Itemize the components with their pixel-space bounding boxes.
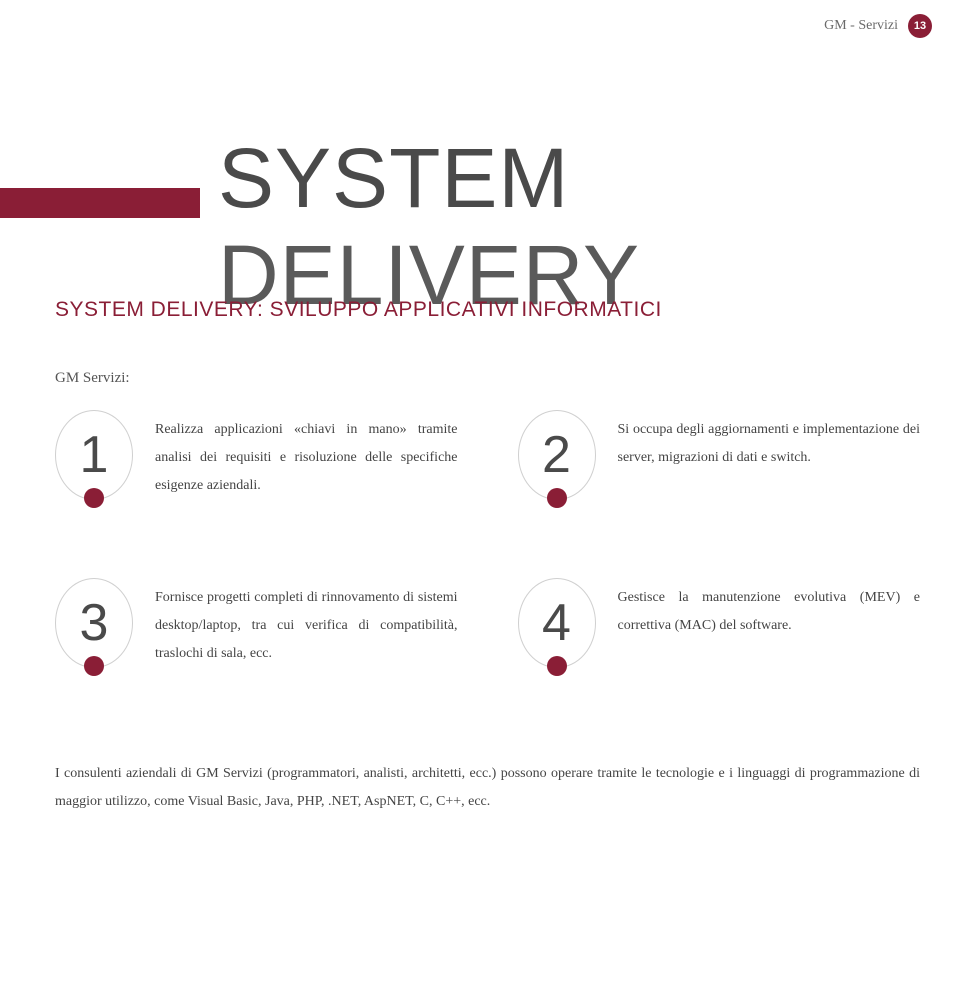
number-badge: 2 [518, 410, 596, 500]
page-header: GM - Servizi 13 [824, 14, 932, 38]
number-badge-wrap: 2 [518, 410, 596, 508]
title-part-1: SYSTEM [218, 131, 569, 225]
accent-dot-icon [547, 488, 567, 508]
number-badge-wrap: 4 [518, 578, 596, 676]
number-badge: 4 [518, 578, 596, 668]
feature-item-1: 1 Realizza applicazioni «chiavi in mano»… [55, 410, 458, 508]
feature-item-4: 4 Gestisce la manutenzione evolutiva (ME… [518, 578, 921, 676]
header-label: GM - Servizi [824, 18, 898, 34]
accent-dot-icon [84, 656, 104, 676]
feature-grid: 1 Realizza applicazioni «chiavi in mano»… [55, 410, 920, 676]
page-number-badge: 13 [908, 14, 932, 38]
intro-label: GM Servizi: [55, 370, 130, 387]
number-badge: 3 [55, 578, 133, 668]
feature-text: Gestisce la manutenzione evolutiva (MEV)… [618, 578, 921, 640]
feature-text: Fornisce progetti completi di rinnovamen… [155, 578, 458, 668]
subtitle: SYSTEM DELIVERY: SVILUPPO APPLICATIVI IN… [55, 298, 662, 322]
number-badge: 1 [55, 410, 133, 500]
page-title: SYSTEM DELIVERY [218, 130, 960, 324]
number-badge-wrap: 3 [55, 578, 133, 676]
feature-item-2: 2 Si occupa degli aggiornamenti e implem… [518, 410, 921, 508]
feature-text: Si occupa degli aggiornamenti e implemen… [618, 410, 921, 472]
feature-text: Realizza applicazioni «chiavi in mano» t… [155, 410, 458, 500]
accent-dot-icon [547, 656, 567, 676]
footer-paragraph: I consulenti aziendali di GM Servizi (pr… [55, 760, 920, 816]
accent-bar [0, 188, 200, 218]
accent-dot-icon [84, 488, 104, 508]
number-badge-wrap: 1 [55, 410, 133, 508]
feature-item-3: 3 Fornisce progetti completi di rinnovam… [55, 578, 458, 676]
